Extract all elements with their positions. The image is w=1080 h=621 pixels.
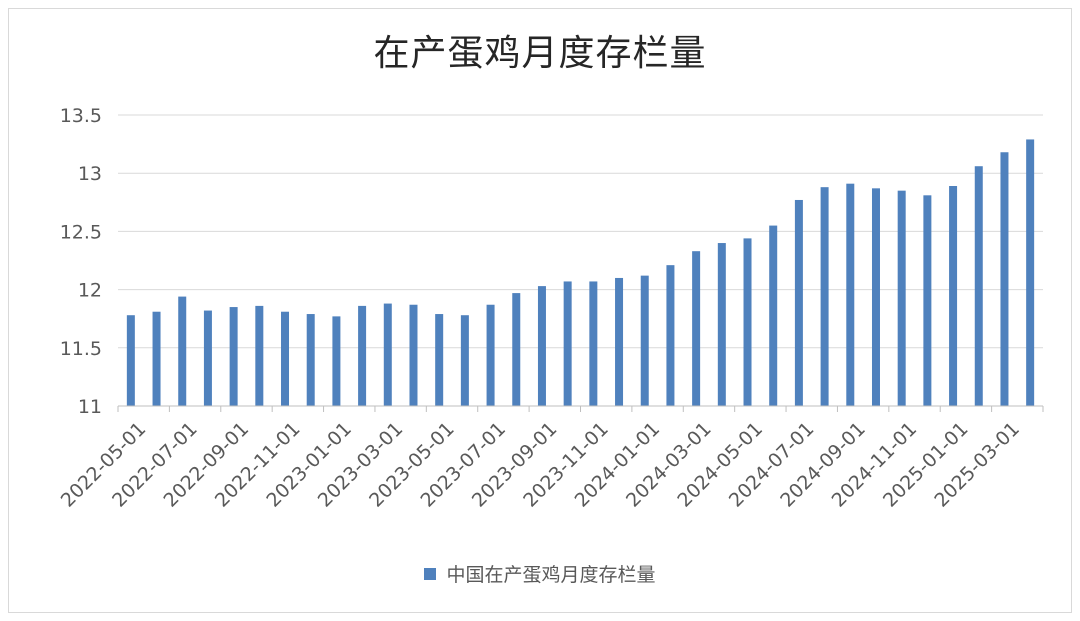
bar bbox=[383, 303, 392, 406]
x-axis-ticks: 2022-05-012022-07-012022-09-012022-11-01… bbox=[57, 418, 1024, 512]
bar bbox=[563, 281, 572, 406]
bar bbox=[486, 304, 495, 406]
bar bbox=[1026, 139, 1035, 406]
bar bbox=[409, 304, 418, 406]
bar bbox=[332, 316, 341, 406]
bar bbox=[692, 251, 701, 406]
y-tick-label: 13 bbox=[78, 163, 102, 185]
bar bbox=[306, 314, 315, 406]
bar bbox=[615, 277, 624, 406]
y-tick-label: 11 bbox=[78, 396, 102, 418]
bar bbox=[1000, 152, 1009, 406]
bar bbox=[897, 190, 906, 406]
bar bbox=[203, 310, 212, 406]
bar bbox=[666, 265, 675, 406]
legend-swatch bbox=[424, 567, 437, 580]
bar bbox=[512, 293, 521, 406]
legend-label: 中国在产蛋鸡月度存栏量 bbox=[446, 564, 656, 586]
bar bbox=[126, 315, 135, 406]
bar bbox=[435, 314, 444, 406]
bar bbox=[640, 275, 649, 406]
legend: 中国在产蛋鸡月度存栏量 bbox=[0, 560, 1080, 587]
bar bbox=[871, 188, 880, 406]
bar bbox=[281, 311, 290, 406]
y-tick-label: 12 bbox=[78, 280, 102, 302]
bar bbox=[923, 195, 932, 406]
bar bbox=[717, 243, 726, 406]
bar bbox=[820, 187, 829, 406]
y-tick-label: 11.5 bbox=[60, 338, 102, 360]
bar bbox=[358, 305, 367, 406]
grid-lines bbox=[118, 114, 1043, 349]
bar bbox=[794, 199, 803, 406]
bar bbox=[537, 286, 546, 406]
bar bbox=[229, 307, 238, 406]
bar bbox=[460, 315, 469, 406]
x-axis bbox=[117, 405, 1044, 412]
y-tick-label: 12.5 bbox=[60, 221, 102, 243]
bar bbox=[178, 296, 187, 406]
bar bbox=[152, 311, 161, 406]
bar bbox=[743, 238, 752, 406]
bar bbox=[846, 183, 855, 406]
bar bbox=[769, 225, 778, 406]
bar bbox=[589, 281, 598, 406]
bar bbox=[255, 305, 264, 406]
bar-series bbox=[126, 139, 1035, 406]
bar bbox=[974, 166, 983, 406]
y-axis-ticks: 11 11.5 12 12.5 13 13.5 bbox=[60, 105, 102, 418]
chart-title: 在产蛋鸡月度存栏量 bbox=[373, 33, 707, 74]
y-tick-label: 13.5 bbox=[60, 105, 102, 127]
bar bbox=[949, 186, 958, 406]
